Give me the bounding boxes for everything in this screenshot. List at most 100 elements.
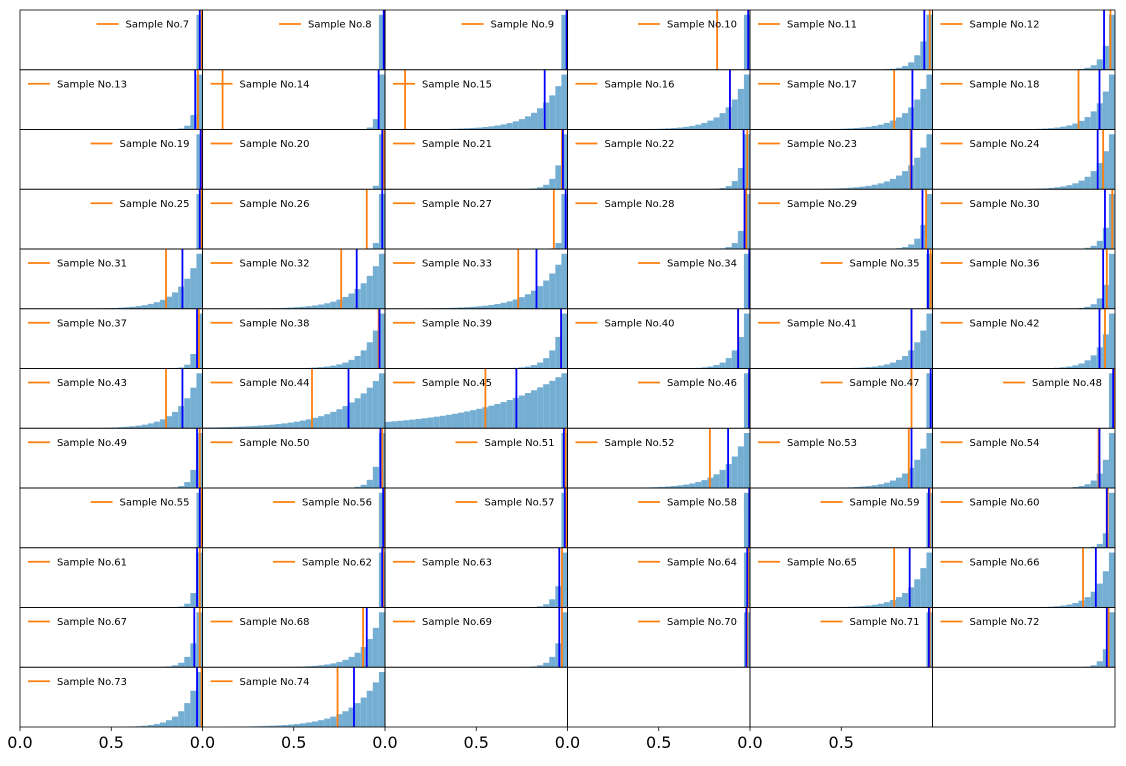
histogram-bar xyxy=(902,247,909,249)
histogram-bar xyxy=(372,119,379,130)
histogram-bar xyxy=(889,600,896,608)
histogram-bar xyxy=(1066,604,1073,608)
histogram-bar xyxy=(476,408,483,429)
histogram-bar xyxy=(713,365,720,369)
legend-label: Sample No.16 xyxy=(605,79,675,90)
histogram-bar xyxy=(147,725,154,727)
histogram-bar xyxy=(908,62,915,70)
histogram-bar xyxy=(312,305,319,309)
histogram-bar xyxy=(555,643,562,668)
histogram-bar xyxy=(500,402,507,429)
histogram-bar xyxy=(926,552,933,608)
legend-label: Sample No.18 xyxy=(970,79,1040,90)
histogram-bar xyxy=(561,74,568,130)
legend-label: Sample No.71 xyxy=(850,617,920,628)
histogram-bar xyxy=(232,426,239,429)
histogram-bar xyxy=(561,373,568,429)
histogram-bar xyxy=(524,366,531,369)
histogram-bar xyxy=(1060,126,1067,130)
panel-35: Sample No.41 xyxy=(749,308,933,369)
histogram-bar xyxy=(1072,365,1079,369)
histogram-bar xyxy=(877,124,884,130)
histogram-bar xyxy=(488,126,495,130)
histogram-bar xyxy=(896,67,903,70)
histogram-bar xyxy=(117,427,124,429)
histogram-bar xyxy=(372,330,379,369)
panel-27: Sample No.33 xyxy=(384,248,568,310)
histogram-bar xyxy=(178,711,185,727)
histogram-bar xyxy=(695,124,702,130)
histogram-bar xyxy=(713,117,720,130)
panel-20: Sample No.26 xyxy=(202,188,386,250)
histogram-bar xyxy=(1072,183,1079,190)
x-tick-label: 0.5 xyxy=(99,733,124,752)
histogram-bar xyxy=(305,722,312,727)
histogram-bar xyxy=(178,128,185,130)
histogram-bar xyxy=(920,41,927,70)
histogram-bar xyxy=(543,662,550,668)
histogram-bar xyxy=(914,579,921,608)
histogram-bar xyxy=(871,184,878,190)
histogram-bar xyxy=(330,411,337,429)
histogram-bar xyxy=(561,134,568,190)
histogram-bar xyxy=(926,194,933,249)
histogram-bar xyxy=(707,120,714,130)
histogram-bar xyxy=(263,725,270,727)
histogram-bar xyxy=(920,225,927,249)
histogram-bar xyxy=(877,365,884,369)
legend-label: Sample No.10 xyxy=(667,20,737,31)
histogram-bar xyxy=(914,238,921,249)
histogram-bar xyxy=(153,302,160,309)
histogram-bar xyxy=(342,659,349,668)
histogram-bar xyxy=(385,421,392,429)
histogram-bar xyxy=(263,425,270,429)
legend-label: Sample No.9 xyxy=(491,20,555,31)
legend-label: Sample No.45 xyxy=(422,378,492,389)
histogram-bar xyxy=(902,473,909,488)
histogram-bar xyxy=(543,358,550,369)
legend-label: Sample No.74 xyxy=(240,677,310,688)
histogram-bar xyxy=(920,448,927,488)
histogram-bar xyxy=(883,364,890,369)
histogram-bar xyxy=(920,568,927,608)
histogram-bar xyxy=(245,426,252,429)
histogram-bar xyxy=(360,697,367,727)
histogram-bar xyxy=(445,414,452,429)
histogram-bar xyxy=(1096,163,1103,190)
legend-label: Sample No.12 xyxy=(970,20,1040,31)
histogram-bar xyxy=(312,367,319,369)
histogram-bar xyxy=(196,74,203,130)
histogram-bar xyxy=(220,427,227,429)
histogram-bar xyxy=(372,682,379,727)
histogram-bar xyxy=(421,418,428,429)
histogram-bar xyxy=(902,113,909,130)
histogram-bar xyxy=(889,120,896,130)
histogram-bar xyxy=(184,398,191,429)
histogram-bar xyxy=(470,127,477,130)
histogram-bar xyxy=(506,301,513,309)
histogram-bar xyxy=(1090,480,1097,488)
histogram-bar xyxy=(433,416,440,429)
histogram-bar xyxy=(372,381,379,429)
histogram-bar xyxy=(683,484,690,488)
histogram-bar xyxy=(299,420,306,429)
histogram-bar xyxy=(470,410,477,429)
legend-label: Sample No.39 xyxy=(422,318,492,329)
histogram-bar xyxy=(896,359,903,369)
histogram-bar xyxy=(743,74,750,130)
histogram-bar xyxy=(506,123,513,130)
histogram-bar xyxy=(902,65,909,70)
histogram-bar xyxy=(135,726,142,727)
histogram-bar xyxy=(190,593,197,608)
histogram-bar xyxy=(859,186,866,190)
histogram-bar xyxy=(348,402,355,429)
histogram-bar xyxy=(1048,128,1055,130)
histogram-bar xyxy=(324,414,331,429)
histogram-bar xyxy=(378,492,385,548)
histogram-bar xyxy=(324,303,331,309)
histogram-bar xyxy=(439,415,446,429)
histogram-bar xyxy=(859,127,866,130)
histogram-bar xyxy=(494,125,501,130)
legend-label: Sample No.61 xyxy=(57,557,127,568)
histogram-bar xyxy=(1090,171,1097,190)
